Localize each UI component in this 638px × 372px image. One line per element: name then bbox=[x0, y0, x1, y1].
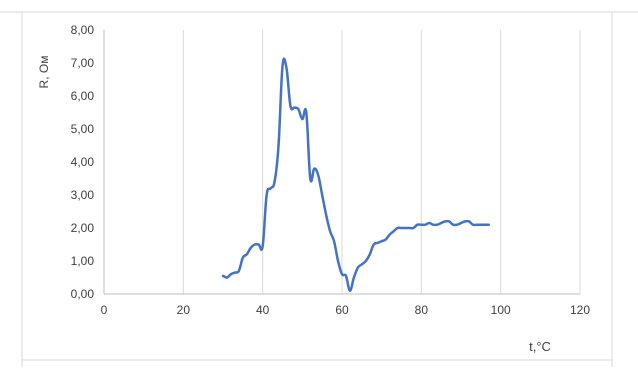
y-tick-label: 3,00 bbox=[71, 188, 95, 202]
axes bbox=[103, 30, 580, 295]
x-tick-label: 100 bbox=[491, 303, 511, 317]
y-axis-label: R, Ом bbox=[37, 56, 51, 89]
x-tick-label: 80 bbox=[415, 303, 429, 317]
x-tick-label: 0 bbox=[101, 303, 108, 317]
x-tick-label: 120 bbox=[570, 303, 590, 317]
y-tick-label: 8,00 bbox=[71, 23, 95, 37]
y-tick-label: 2,00 bbox=[71, 221, 95, 235]
y-tick-label: 1,00 bbox=[71, 254, 95, 268]
series-line bbox=[221, 57, 491, 292]
y-tick-labels: 0,00 1,00 2,00 3,00 4,00 5,00 6,00 7,00 8,00 bbox=[71, 23, 95, 301]
x-axis-label: t,°C bbox=[529, 339, 551, 354]
x-tick-labels: 0 20 40 60 80 100 120 bbox=[101, 303, 591, 317]
y-tick-label: 7,00 bbox=[71, 56, 95, 70]
y-tick-label: 5,00 bbox=[71, 122, 95, 136]
y-tick-label: 6,00 bbox=[71, 89, 95, 103]
y-tick-label: 0,00 bbox=[71, 287, 95, 301]
gridlines bbox=[182, 30, 581, 294]
x-tick-label: 20 bbox=[177, 303, 191, 317]
y-tick-label: 4,00 bbox=[71, 155, 95, 169]
x-tick-label: 40 bbox=[256, 303, 270, 317]
x-tick-label: 60 bbox=[335, 303, 349, 317]
